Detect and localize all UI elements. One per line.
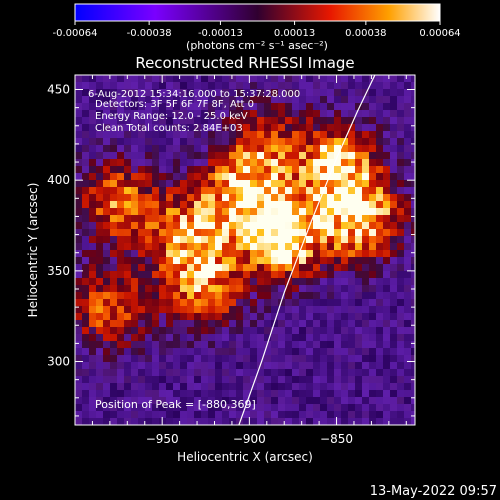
annotation-line: Energy Range: 12.0 - 25.0 keV xyxy=(95,111,248,122)
annotation-line: Detectors: 3F 5F 6F 7F 8F, Att 0 xyxy=(95,99,254,110)
plot-frame xyxy=(74,74,416,426)
y-tick-label: 300 xyxy=(47,355,70,369)
x-tick-label: −850 xyxy=(320,432,353,446)
annotation-block: 6-Aug-2012 15:34:16.000 to 15:37:28.000D… xyxy=(88,89,300,134)
chart-title: Reconstructed RHESSI Image xyxy=(135,54,354,72)
colorbar-unit-label: (photons cm⁻² s⁻¹ asec⁻²) xyxy=(186,39,328,52)
colorbar-tick-label: 0.00038 xyxy=(345,28,386,39)
colorbar-ticks: -0.00064 -0.00038 -0.00013 0.00013 0.00038 0.… xyxy=(53,21,461,39)
colorbar-tick-label: 0.00064 xyxy=(419,28,460,39)
annotation-line: 6-Aug-2012 15:34:16.000 to 15:37:28.000 xyxy=(88,89,300,100)
y-tick-label: 400 xyxy=(47,173,70,187)
solar-limb-line xyxy=(238,75,376,425)
colorbar-tick-label: -0.00038 xyxy=(127,28,172,39)
colorbar-tick-label: 0.00013 xyxy=(274,28,315,39)
colorbar xyxy=(74,3,441,22)
y-axis-label: Heliocentric Y (arcsec) xyxy=(26,183,40,318)
x-tick-label: −950 xyxy=(146,432,179,446)
peak-position-label: Position of Peak = [-880,369] xyxy=(95,398,256,411)
colorbar-tick-label: -0.00064 xyxy=(53,28,98,39)
y-tick-label: 350 xyxy=(47,264,70,278)
x-axis-label: Heliocentric X (arcsec) xyxy=(177,450,313,464)
annotation-line: Clean Total counts: 2.84E+03 xyxy=(95,123,243,134)
footer-timestamp: 13-May-2022 09:57 xyxy=(370,484,497,499)
y-tick-label: 450 xyxy=(47,83,70,97)
colorbar-tick-label: -0.00013 xyxy=(198,28,243,39)
heatmap-image xyxy=(75,75,415,425)
x-tick-label: −900 xyxy=(233,432,266,446)
axes: −950 −900 −850 300 350 400 450 xyxy=(47,75,415,446)
